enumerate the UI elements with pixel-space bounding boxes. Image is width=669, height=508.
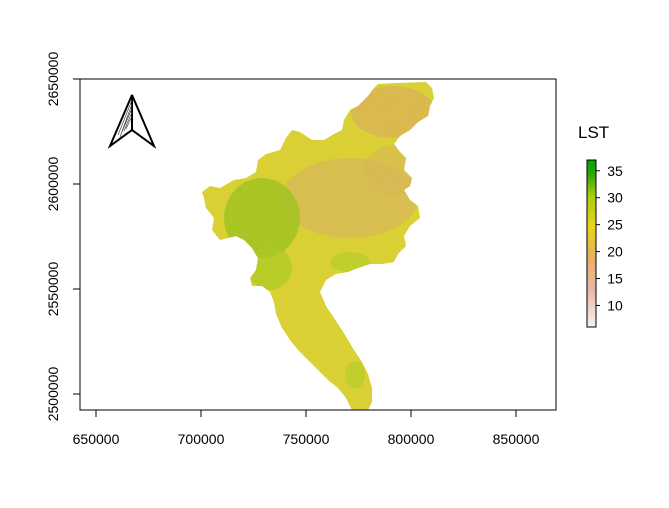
x-tick-label: 750000	[283, 431, 330, 447]
legend-tick-label: 15	[607, 271, 623, 287]
legend-ticks: 10 15 20 25 30 35	[596, 163, 623, 313]
north-arrow-icon	[107, 94, 157, 149]
x-tick-label: 700000	[178, 431, 225, 447]
raster-texture	[202, 82, 434, 410]
legend-tick-label: 25	[607, 217, 623, 233]
y-tick-label: 2550000	[45, 262, 61, 317]
x-tick-label: 850000	[493, 431, 540, 447]
y-tick-label: 2650000	[45, 52, 61, 107]
legend-tick-label: 35	[607, 163, 623, 179]
y-axis: 2500000 2550000 2600000 2650000	[45, 52, 81, 422]
x-tick-label: 800000	[388, 431, 435, 447]
x-axis: 650000 700000 750000 800000 850000	[73, 409, 540, 447]
lst-raster	[202, 82, 434, 410]
legend-tick-label: 30	[607, 190, 623, 206]
y-tick-label: 2500000	[45, 367, 61, 422]
legend-colorbar	[586, 159, 597, 328]
legend-title: LST	[578, 123, 609, 142]
legend-tick-label: 10	[607, 297, 623, 313]
legend: LST 10 15 20 25 30 35	[578, 123, 623, 328]
y-tick-label: 2600000	[45, 157, 61, 212]
legend-tick-label: 20	[607, 244, 623, 260]
x-tick-label: 650000	[73, 431, 120, 447]
